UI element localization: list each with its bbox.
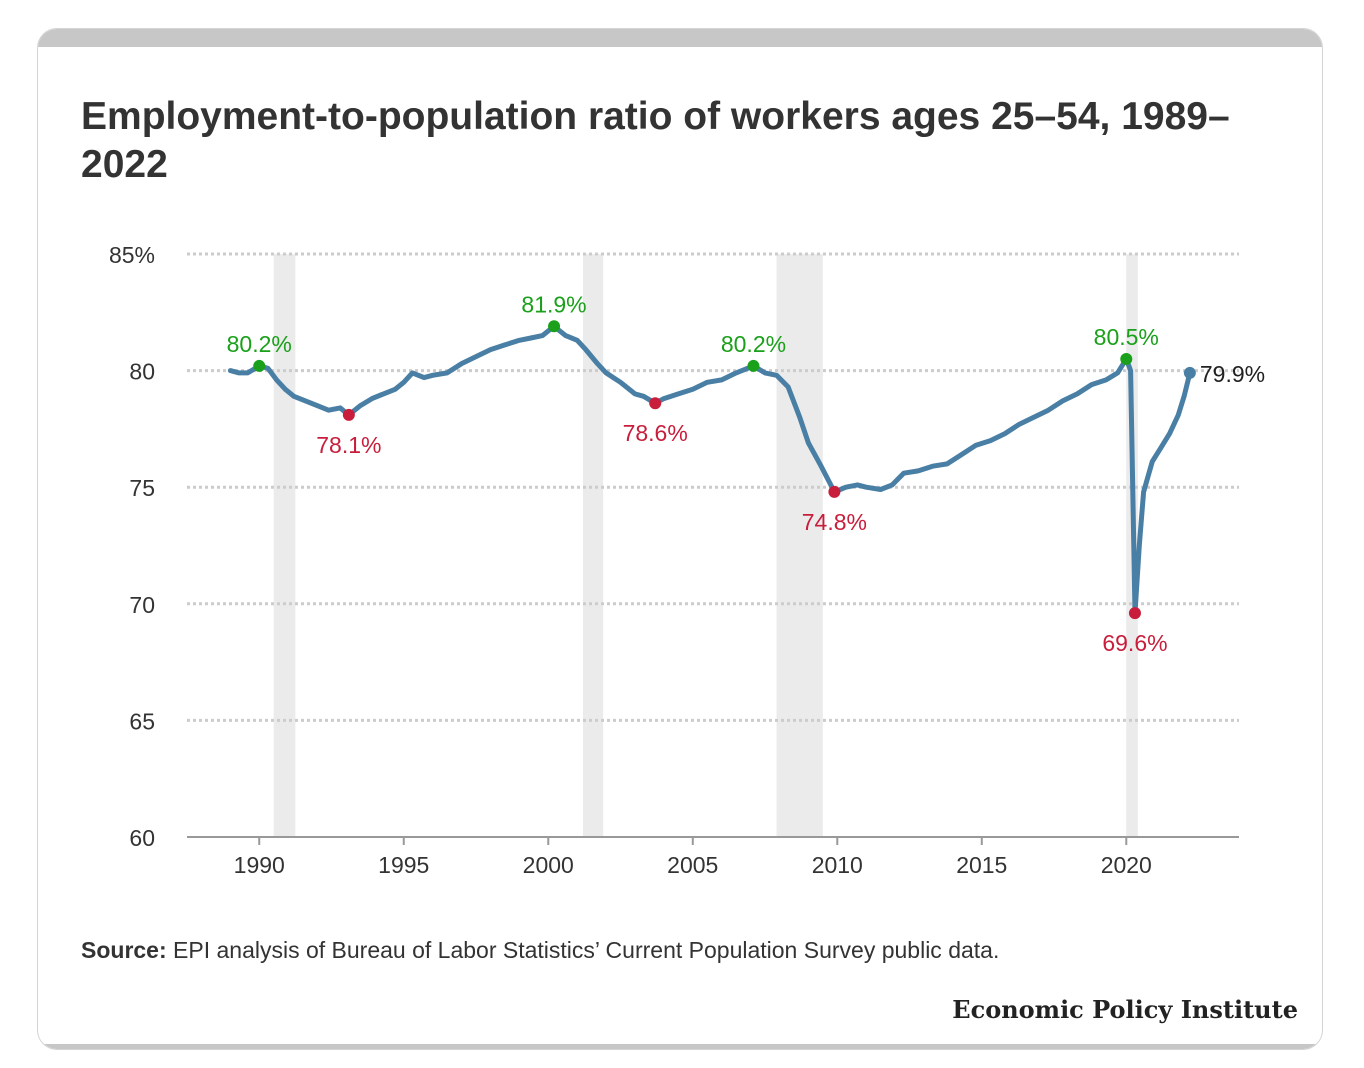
recession-bands <box>273 254 1138 837</box>
y-tick-label: 70 <box>129 592 155 618</box>
peak-marker <box>548 320 561 333</box>
trough-marker <box>649 397 662 410</box>
y-tick-label: 65 <box>129 708 155 734</box>
source-label: Source: <box>81 937 167 963</box>
peak-marker <box>1120 352 1133 365</box>
x-tick-label: 2010 <box>812 852 863 878</box>
series-lines <box>227 323 1193 616</box>
chart-card: Employment-to-population ratio of worker… <box>37 28 1323 1050</box>
trough-label: 78.1% <box>316 432 381 458</box>
chart-title: Employment-to-population ratio of worker… <box>81 95 1230 186</box>
recession-band <box>582 254 604 837</box>
trough-label: 78.6% <box>623 420 688 446</box>
brand-logo-text: Economic Policy Institute <box>952 995 1298 1024</box>
card-bottom-bar <box>38 1044 1322 1049</box>
annotations: 80.2% 78.1% 81.9% 78.6% 80.2% 74.8% 80.5% 69.6%… <box>227 291 1265 656</box>
x-tick-label: 2000 <box>523 852 574 878</box>
source-text: EPI analysis of Bureau of Labor Statisti… <box>166 937 1000 963</box>
y-tick-label: 60 <box>129 825 155 851</box>
peak-label: 80.2% <box>721 331 786 357</box>
peak-label: 80.5% <box>1094 324 1159 350</box>
trough-marker <box>1128 607 1141 620</box>
line-chart: 85% 80 75 70 65 60 1990 1995 2000 2005 2010 2015 20… <box>109 242 1265 878</box>
latest-marker <box>1183 366 1196 379</box>
card-top-bar <box>38 29 1322 47</box>
latest-label: 79.9% <box>1200 361 1265 387</box>
recession-band <box>273 254 296 837</box>
recession-band <box>776 254 823 837</box>
trough-label: 74.8% <box>802 509 867 535</box>
trough-marker <box>828 485 841 498</box>
gridlines <box>187 252 1239 722</box>
y-tick-label: 85% <box>109 242 155 268</box>
y-tick-label: 75 <box>129 475 155 501</box>
y-axis-tick-labels: 85% 80 75 70 65 60 <box>109 242 155 851</box>
source-note: Source: EPI analysis of Bureau of Labor … <box>81 937 999 964</box>
peak-marker <box>747 359 760 372</box>
x-tick-label: 2015 <box>956 852 1007 878</box>
x-tick-label: 2020 <box>1101 852 1152 878</box>
x-tick-label: 2005 <box>667 852 718 878</box>
x-axis <box>187 836 1239 845</box>
series-line <box>227 323 1193 616</box>
x-tick-label: 1990 <box>234 852 285 878</box>
x-tick-label: 1995 <box>378 852 429 878</box>
trough-marker <box>342 408 355 421</box>
y-tick-label: 80 <box>129 359 155 385</box>
peak-label: 81.9% <box>521 291 586 317</box>
peak-marker <box>253 359 266 372</box>
trough-label: 69.6% <box>1102 630 1167 656</box>
x-axis-tick-labels: 1990 1995 2000 2005 2010 2015 2020 <box>234 852 1152 878</box>
peak-label: 80.2% <box>227 331 292 357</box>
